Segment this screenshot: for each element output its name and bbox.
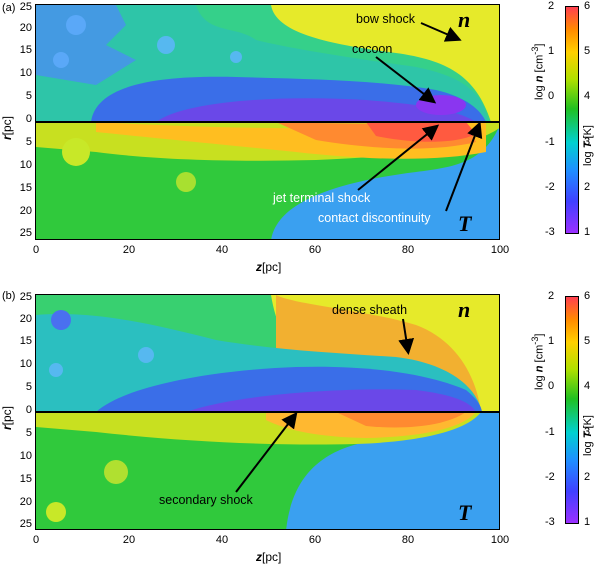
y-tick: 15	[19, 473, 32, 485]
midline-b	[36, 411, 499, 413]
t-tick: 1	[584, 226, 591, 238]
t-tick: 2	[584, 181, 591, 193]
y-tick: 5	[25, 136, 32, 148]
n-tick: 0	[548, 380, 555, 392]
y-tick: 15	[19, 335, 32, 347]
y-tick: 20	[19, 205, 32, 217]
y-tick: 25	[19, 227, 32, 239]
x-tick: 40	[215, 534, 229, 546]
t-tick: 6	[584, 290, 591, 302]
temperature-field-b	[36, 412, 499, 529]
colorbar-gradient-b	[565, 296, 579, 524]
y-tick: 25	[19, 1, 32, 13]
x-tick: 100	[490, 534, 510, 546]
x-tick: 80	[401, 534, 415, 546]
annotation-cocoon: cocoon	[352, 42, 393, 56]
x-tick: 80	[401, 244, 415, 256]
colorbar-n-label-b: log n [cm-3]	[530, 333, 546, 390]
x-axis-label-b: z[pc]	[256, 550, 282, 564]
colorbar-t-label-a: log T [K]	[582, 125, 594, 166]
annotation-secondary-shock: secondary shock	[159, 493, 253, 507]
y-tick: 5	[25, 381, 32, 393]
n-tick: -2	[545, 471, 555, 483]
sim-image-a: n T bow shock cocoon jet terminal shock …	[35, 4, 500, 240]
t-tick: 5	[584, 45, 591, 57]
x-tick: 40	[215, 244, 229, 256]
y-tick: 20	[19, 496, 32, 508]
n-tick: -3	[545, 516, 555, 528]
annotation-dense-sheath: dense sheath	[332, 303, 408, 317]
y-tick: 0	[25, 404, 32, 416]
n-tick: -3	[545, 226, 555, 238]
y-tick: 0	[25, 113, 32, 125]
var-letter-t-a: T	[458, 211, 472, 236]
x-tick: 20	[122, 244, 136, 256]
y-axis-label-a: r[pc]	[0, 115, 14, 140]
n-tick: 1	[548, 45, 555, 57]
panel-label-b: (b)	[2, 290, 16, 302]
var-letter-n-a: n	[458, 7, 471, 32]
y-tick: 15	[19, 182, 32, 194]
y-tick: 15	[19, 44, 32, 56]
y-tick: 20	[19, 313, 32, 325]
y-tick: 10	[19, 450, 32, 462]
colorbar-t-label-b: log T [K]	[582, 415, 594, 456]
x-tick: 20	[122, 534, 136, 546]
midline-a	[36, 121, 499, 123]
panel-label-a: (a)	[2, 2, 16, 14]
x-tick: 60	[308, 244, 322, 256]
t-tick: 3	[584, 136, 591, 148]
n-tick: 0	[548, 90, 555, 102]
t-tick: 4	[584, 380, 591, 392]
var-letter-n-b: n	[458, 297, 471, 322]
n-tick: 2	[548, 290, 555, 302]
y-tick: 25	[19, 291, 32, 303]
y-tick: 5	[25, 90, 32, 102]
t-tick: 4	[584, 90, 591, 102]
x-tick: 60	[308, 534, 322, 546]
annotation-contact-discontinuity: contact discontinuity	[318, 211, 431, 225]
colorbar-n-label-a: log n [cm-3]	[530, 43, 546, 100]
density-field-b	[36, 295, 499, 412]
t-tick: 6	[584, 0, 591, 12]
n-tick: -1	[545, 136, 555, 148]
y-tick: 10	[19, 159, 32, 171]
n-tick: 2	[548, 0, 555, 12]
annotation-arrows-a	[357, 22, 483, 212]
sim-image-b: n T dense sheath secondary shock	[35, 294, 500, 530]
y-tick: 5	[25, 427, 32, 439]
colorbar-gradient-a	[565, 6, 579, 234]
n-tick: 1	[548, 335, 555, 347]
x-axis-label-a: z[pc]	[256, 260, 282, 274]
x-tick: 0	[32, 534, 40, 546]
x-tick: 100	[490, 244, 510, 256]
annotation-bow-shock: bow shock	[356, 12, 416, 26]
y-tick: 25	[19, 518, 32, 530]
y-tick: 20	[19, 22, 32, 34]
y-axis-label-b: r[pc]	[0, 405, 14, 430]
annotation-jet-terminal-shock: jet terminal shock	[273, 191, 371, 205]
t-tick: 3	[584, 426, 591, 438]
t-tick: 2	[584, 471, 591, 483]
var-letter-t-b: T	[458, 500, 472, 525]
density-field-a	[36, 5, 499, 122]
y-tick: 10	[19, 67, 32, 79]
n-tick: -2	[545, 181, 555, 193]
y-tick: 10	[19, 358, 32, 370]
t-tick: 5	[584, 335, 591, 347]
n-tick: -1	[545, 426, 555, 438]
temperature-field-a	[36, 122, 499, 239]
annotation-arrows-b	[235, 318, 415, 493]
x-tick: 0	[32, 244, 40, 256]
t-tick: 1	[584, 516, 591, 528]
